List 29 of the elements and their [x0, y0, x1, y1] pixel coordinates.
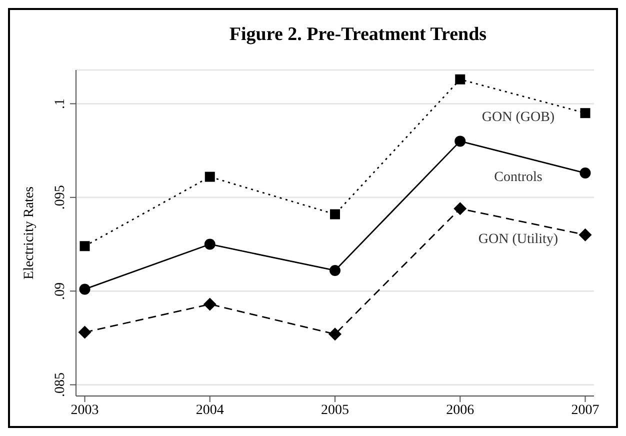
y-axis-title: Electricity Rates — [22, 186, 37, 280]
x-tick-label: 2004 — [196, 402, 224, 418]
x-tick-label: 2006 — [446, 402, 474, 418]
point — [454, 136, 466, 147]
point — [203, 298, 216, 311]
point — [580, 168, 591, 179]
point — [80, 241, 90, 252]
point — [328, 328, 342, 341]
x-tick-label: 2007 — [571, 402, 600, 418]
point — [330, 209, 340, 220]
series-label: GON (GOB) — [482, 110, 555, 126]
series-label: Controls — [494, 170, 542, 186]
point — [580, 108, 590, 118]
point — [204, 172, 215, 182]
point — [578, 228, 592, 242]
x-tick-label: 2003 — [70, 402, 99, 418]
point — [78, 326, 92, 339]
point — [455, 74, 466, 84]
y-tick-label: .1 — [53, 98, 68, 109]
y-tick-label: .09 — [53, 282, 68, 300]
point — [330, 264, 340, 276]
series-label: GON (Utility) — [478, 232, 558, 247]
y-tick-label: .095 — [53, 185, 68, 210]
x-tick-label: 2005 — [321, 402, 349, 418]
point — [79, 284, 90, 295]
y-tick-label: .085 — [53, 372, 68, 398]
point — [454, 202, 467, 216]
chart-title: Figure 2. Pre-Treatment Trends — [228, 24, 488, 46]
point — [204, 238, 216, 250]
